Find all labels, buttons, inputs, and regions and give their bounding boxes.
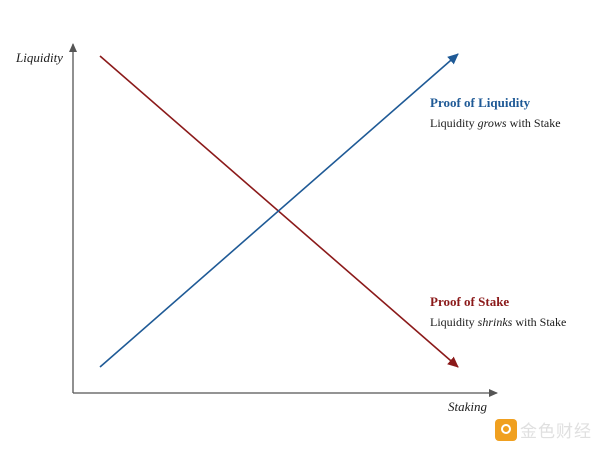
- watermark: 金色财经: [495, 417, 592, 442]
- desc-prefix: Liquidity: [430, 116, 478, 130]
- desc-emphasis: shrinks: [477, 315, 513, 329]
- desc-suffix: with Stake: [512, 315, 567, 329]
- desc-prefix: Liquidity: [430, 315, 478, 329]
- x-axis-label: Staking: [448, 399, 487, 414]
- proof-of-stake-title: Proof of Stake: [430, 294, 510, 309]
- watermark-text: 金色财经: [520, 422, 592, 442]
- gold-coin-logo-icon: [495, 418, 517, 441]
- proof-of-liquidity-title: Proof of Liquidity: [430, 95, 531, 110]
- proof-of-liquidity-description: Liquidity grows with Stake: [430, 116, 561, 131]
- desc-suffix: with Stake: [506, 116, 561, 130]
- y-axis-label: Liquidity: [16, 50, 63, 65]
- proof-of-stake-description: Liquidity shrinks with Stake: [430, 315, 566, 330]
- proof-of-liquidity-line: [99, 53, 459, 368]
- desc-emphasis: grows: [477, 116, 507, 130]
